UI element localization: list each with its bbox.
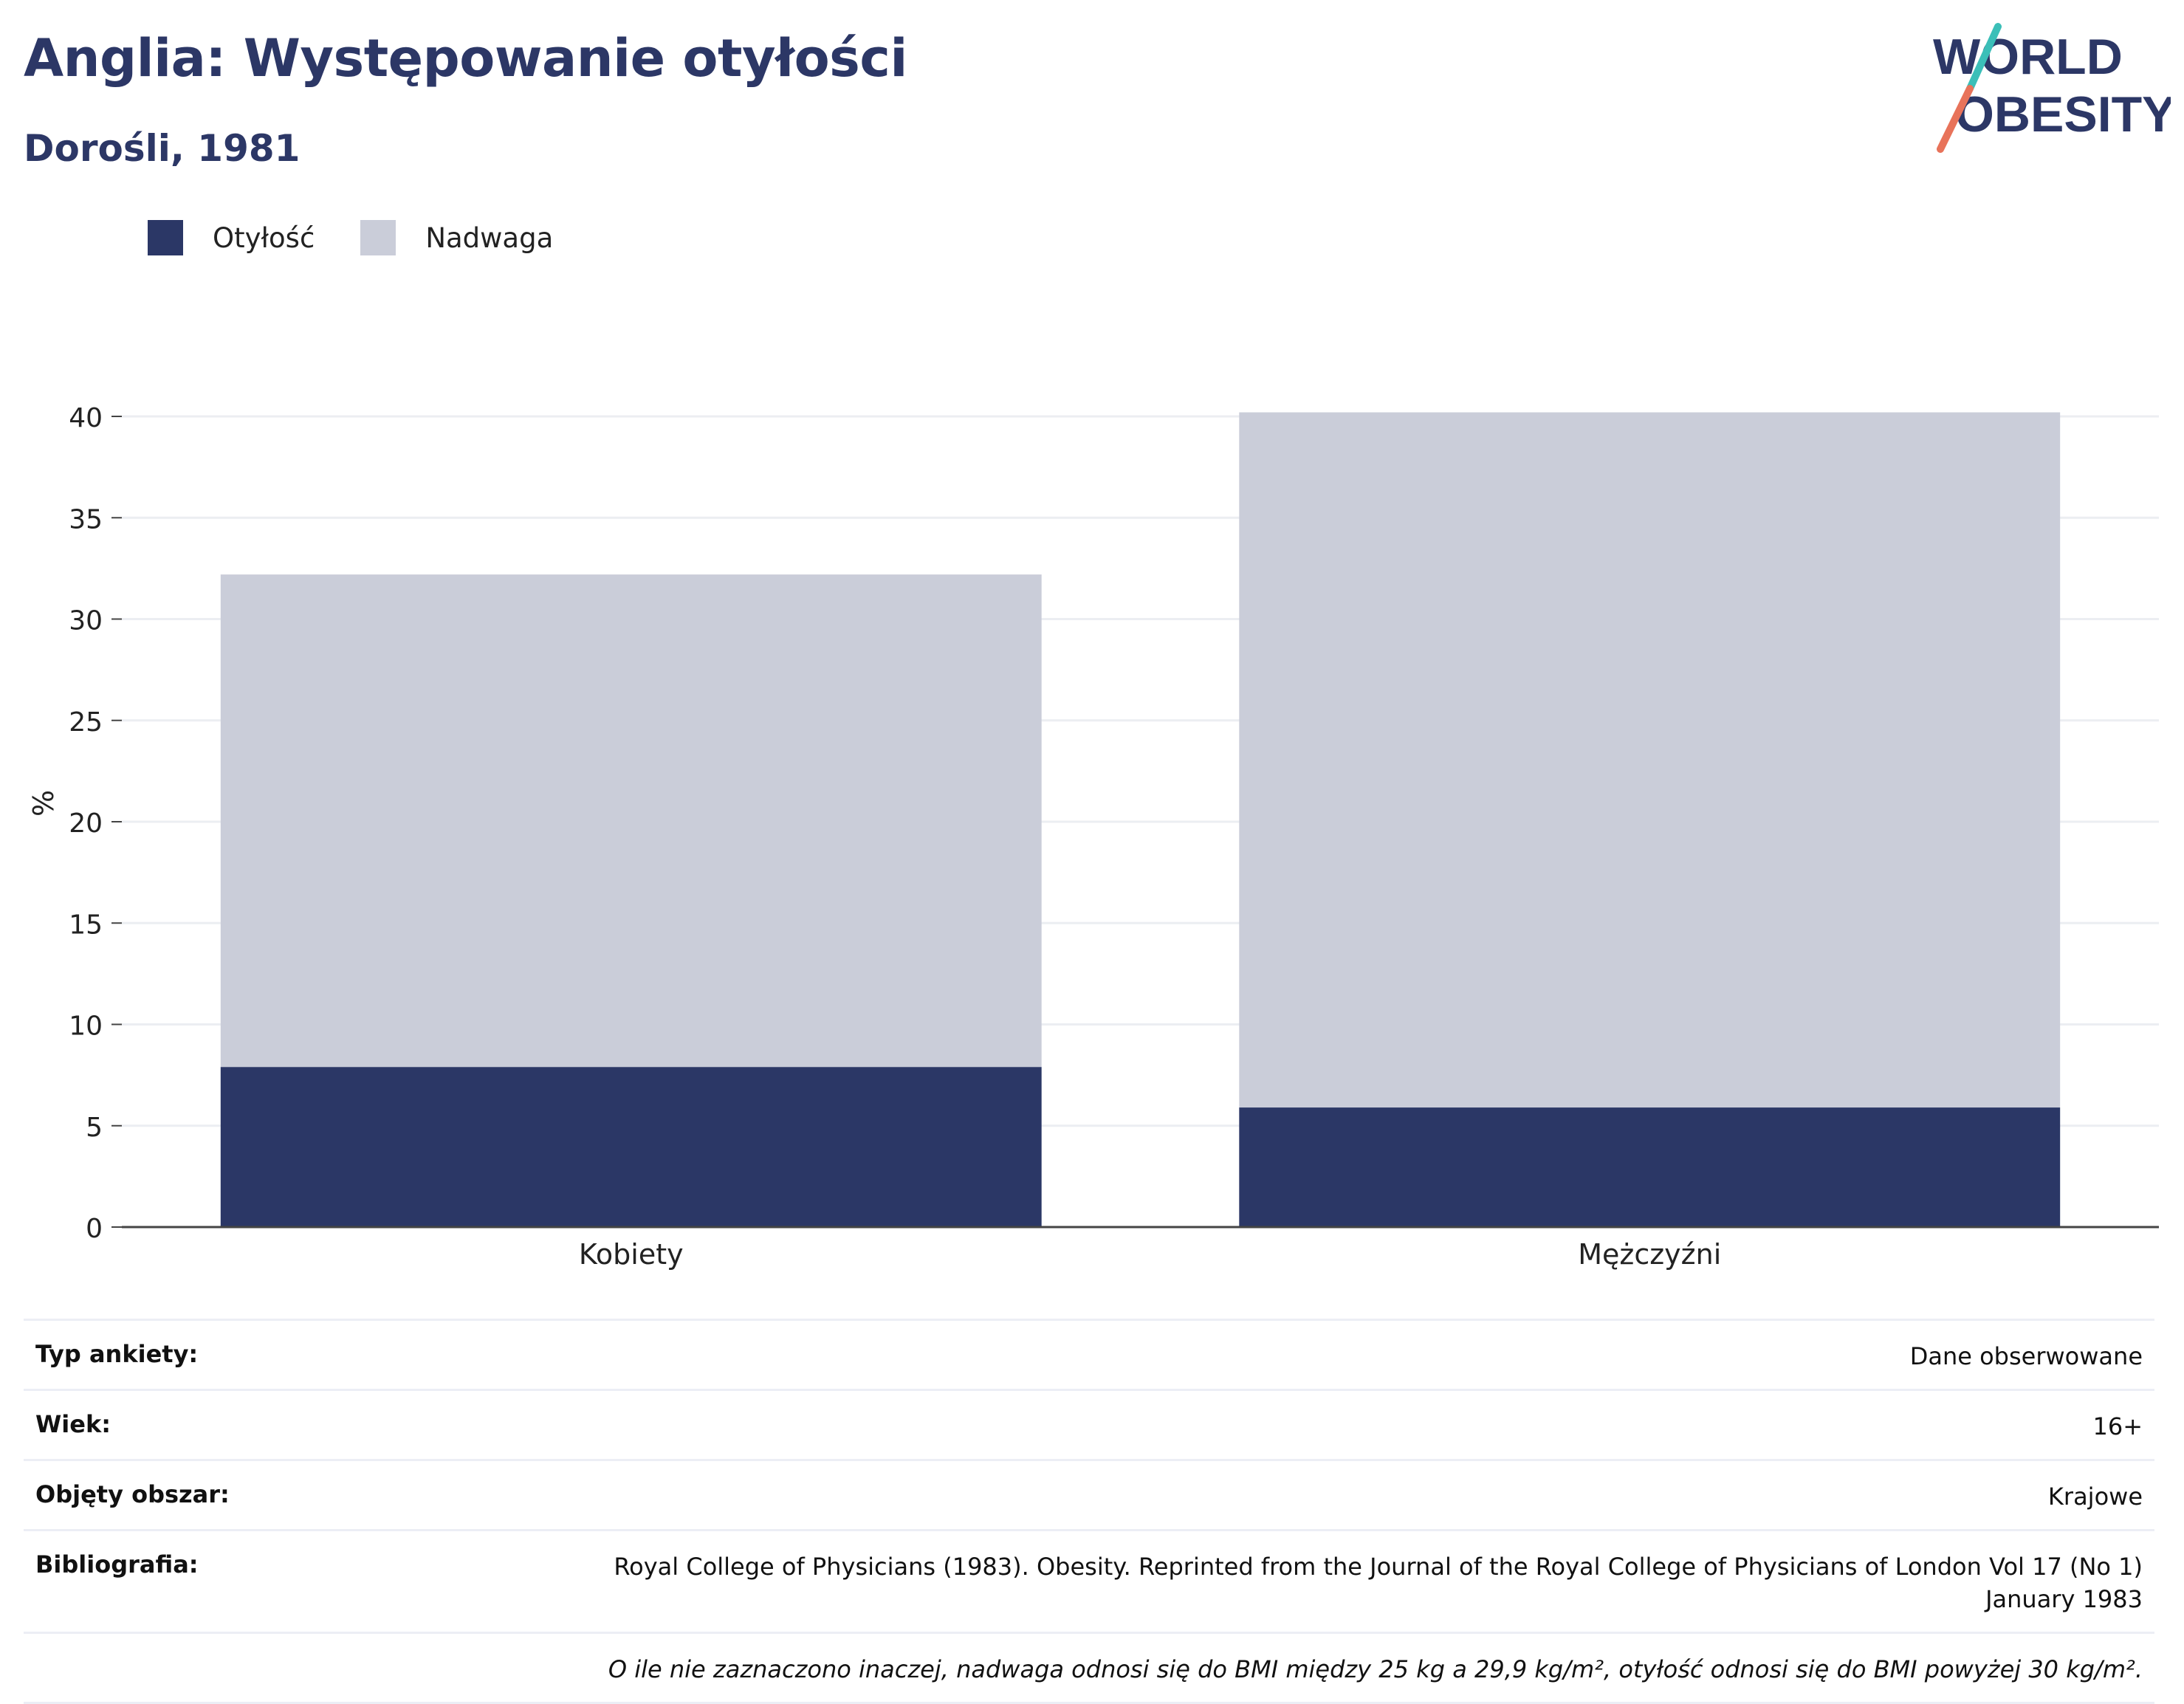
meta-value-survey-type: Dane obserwowane (1909, 1342, 2143, 1370)
x-tick-label: Kobiety (579, 1238, 684, 1271)
stacked-bar-chart: 0 5 10 15 20 25 30 35 40 Kobiety Mężczyźni % (27, 403, 2159, 1271)
bar-obesity-0[interactable] (220, 1067, 1042, 1227)
meta-label-age: Wiek: (35, 1410, 111, 1438)
meta-value-age: 16+ (2092, 1412, 2143, 1440)
y-tick-label: 40 (69, 403, 103, 433)
meta-value-bibliography: Royal College of Physicians (1983). Obes… (614, 1553, 2143, 1613)
legend-swatch-obesity (148, 220, 183, 255)
survey-info-table: Typ ankiety: Dane obserwowane Wiek: 16+ … (24, 1319, 2154, 1704)
meta-row-bibliography: Bibliografia: Royal College of Physician… (24, 1529, 2154, 1632)
meta-label-coverage: Objęty obszar: (35, 1480, 230, 1508)
y-tick-label: 10 (69, 1011, 103, 1042)
legend-swatch-overweight (360, 220, 396, 255)
y-tick-label: 15 (69, 910, 103, 940)
y-tick-label: 30 (69, 606, 103, 636)
page-subtitle: Dorośli, 1981 (24, 127, 301, 170)
meta-value-coverage: Krajowe (2047, 1483, 2143, 1511)
legend-item-obesity[interactable]: Otyłość (148, 220, 315, 255)
y-tick-label: 20 (69, 808, 103, 839)
bar-overweight-0[interactable] (220, 574, 1042, 1068)
page-title: Anglia: Występowanie otyłości (24, 28, 907, 89)
y-axis-label: % (27, 790, 60, 817)
logo-line1: WORLD (1933, 29, 2123, 85)
meta-row-survey-type: Typ ankiety: Dane obserwowane (24, 1319, 2154, 1389)
meta-row-age: Wiek: 16+ (24, 1389, 2154, 1459)
legend-label-overweight: Nadwaga (425, 221, 554, 254)
bar-obesity-1[interactable] (1239, 1107, 2061, 1227)
bars (220, 412, 2061, 1227)
logo-line2: OBESITY (1955, 86, 2171, 142)
definition-note: O ile nie zaznaczono inaczej, nadwaga od… (608, 1655, 2143, 1683)
axes: 0 5 10 15 20 25 30 35 40 Kobiety Mężczyźni (69, 403, 2159, 1271)
y-tick-label: 5 (86, 1113, 103, 1143)
meta-row-coverage: Objęty obszar: Krajowe (24, 1459, 2154, 1529)
y-tick-label: 35 (69, 504, 103, 535)
bar-overweight-1[interactable] (1239, 412, 2061, 1108)
y-tick-label: 25 (69, 707, 103, 738)
meta-row-note: O ile nie zaznaczono inaczej, nadwaga od… (24, 1632, 2154, 1704)
legend-label-obesity: Otyłość (213, 221, 315, 254)
meta-label-bibliography: Bibliografia: (35, 1550, 199, 1578)
world-obesity-logo: WORLD OBESITY (1933, 23, 2171, 153)
y-tick-label: 0 (86, 1214, 103, 1244)
x-tick-label: Mężczyźni (1578, 1238, 1721, 1271)
meta-label-survey-type: Typ ankiety: (35, 1340, 199, 1368)
legend-item-overweight[interactable]: Nadwaga (360, 220, 553, 255)
chart-legend: Otyłość Nadwaga (148, 220, 599, 255)
